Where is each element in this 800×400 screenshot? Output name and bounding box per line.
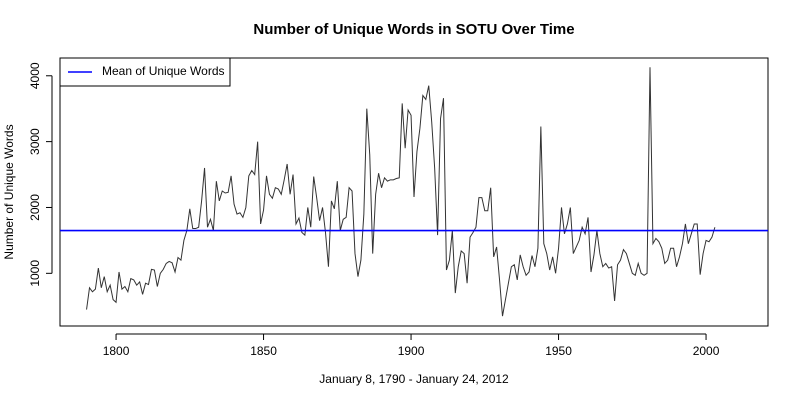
x-tick-label: 2000 — [693, 344, 720, 358]
y-tick-label: 1000 — [28, 260, 42, 287]
y-axis-label: Number of Unique Words — [2, 124, 16, 259]
data-line — [86, 67, 716, 317]
y-tick-label: 3000 — [28, 128, 42, 155]
x-axis-label: January 8, 1790 - January 24, 2012 — [319, 372, 509, 386]
x-tick-label: 1850 — [250, 344, 277, 358]
x-tick-label: 1800 — [103, 344, 130, 358]
y-tick-label: 2000 — [28, 194, 42, 221]
plot-frame — [59, 57, 769, 327]
chart-title: Number of Unique Words in SOTU Over Time — [253, 21, 574, 38]
x-tick-label: 1950 — [545, 344, 572, 358]
legend-label: Mean of Unique Words — [102, 64, 225, 78]
y-tick-label: 4000 — [28, 62, 42, 89]
x-tick-label: 1900 — [398, 344, 425, 358]
